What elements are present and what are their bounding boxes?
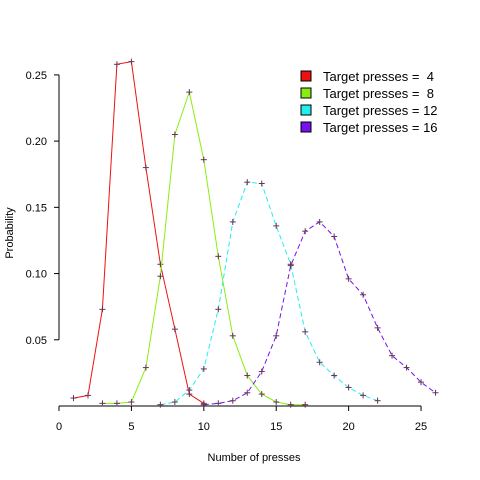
data-point	[128, 399, 135, 406]
data-point	[128, 58, 135, 65]
data-point	[389, 352, 396, 359]
data-point	[316, 218, 323, 225]
data-point	[157, 273, 164, 280]
data-point	[360, 291, 367, 298]
series-line	[73, 61, 205, 404]
data-point	[171, 326, 178, 333]
y-tick-label: 0.10	[26, 269, 47, 281]
data-point	[287, 401, 294, 408]
data-point	[229, 332, 236, 339]
data-point	[142, 364, 149, 371]
y-axis-title: Probability	[4, 207, 16, 259]
data-point	[331, 372, 338, 379]
data-point	[186, 387, 193, 394]
data-point	[273, 332, 280, 339]
data-point	[316, 359, 323, 366]
data-point	[374, 324, 381, 331]
data-point	[229, 218, 236, 225]
data-point	[360, 392, 367, 399]
y-tick-label: 0.15	[26, 202, 47, 214]
data-point	[273, 399, 280, 406]
data-point	[345, 384, 352, 391]
series-3	[157, 179, 381, 408]
series-line	[102, 90, 306, 406]
data-point	[215, 306, 222, 313]
data-point	[244, 372, 251, 379]
x-tick-label: 5	[128, 421, 134, 433]
data-point	[142, 164, 149, 171]
y-tick-label: 0.05	[26, 335, 47, 347]
data-point	[200, 401, 207, 408]
y-tick-label: 0.25	[26, 70, 47, 82]
series-line	[160, 181, 378, 406]
legend-label: Target presses = 8	[323, 86, 434, 101]
data-point	[258, 180, 265, 187]
data-point	[157, 261, 164, 268]
data-point	[331, 233, 338, 240]
legend-swatch	[300, 87, 312, 99]
data-point	[113, 400, 120, 407]
series-1	[70, 58, 207, 407]
x-tick-label: 0	[56, 421, 62, 433]
data-point	[258, 391, 265, 398]
x-tick-label: 10	[198, 421, 210, 433]
data-point	[186, 89, 193, 96]
data-point	[200, 365, 207, 372]
x-tick-label: 25	[415, 421, 427, 433]
series-4	[200, 218, 439, 408]
data-point	[215, 253, 222, 260]
legend-swatch	[300, 70, 312, 82]
data-point	[99, 306, 106, 313]
data-point	[418, 379, 425, 386]
series-2	[99, 89, 309, 408]
data-point	[273, 222, 280, 229]
legend-swatch	[300, 121, 312, 133]
axes: 0 5 10 15 20 25 0.05 0.10 0.15 0.20 0.25	[26, 70, 428, 433]
data-point	[229, 397, 236, 404]
data-point	[244, 389, 251, 396]
legend: Target presses = 4 Target presses = 8 Targ…	[300, 69, 438, 135]
y-tick-label: 0.20	[26, 136, 47, 148]
data-point	[200, 156, 207, 163]
legend-label: Target presses = 4	[323, 69, 434, 84]
data-point	[345, 275, 352, 282]
data-point	[171, 131, 178, 138]
data-point	[70, 395, 77, 402]
data-point	[157, 401, 164, 408]
data-point	[287, 262, 294, 269]
data-point	[302, 228, 309, 235]
data-point	[374, 397, 381, 404]
legend-item: Target presses = 4	[300, 69, 434, 84]
legend-label: Target presses = 12	[323, 103, 438, 118]
x-axis-title: Number of presses	[208, 452, 301, 464]
x-tick-label: 20	[343, 421, 355, 433]
legend-swatch	[300, 104, 312, 116]
data-point	[99, 400, 106, 407]
series-line	[203, 221, 436, 406]
legend-label: Target presses = 16	[323, 120, 438, 135]
legend-item: Target presses = 16	[300, 120, 438, 135]
data-point	[171, 399, 178, 406]
legend-item: Target presses = 12	[300, 103, 438, 118]
data-point	[403, 364, 410, 371]
data-point	[215, 400, 222, 407]
data-point	[302, 401, 309, 408]
x-tick-label: 15	[270, 421, 282, 433]
data-point	[258, 368, 265, 375]
legend-item: Target presses = 8	[300, 86, 434, 101]
data-point	[432, 389, 439, 396]
data-point	[113, 61, 120, 68]
data-point	[244, 179, 251, 186]
data-point	[302, 328, 309, 335]
plot-area	[70, 58, 439, 408]
data-point	[84, 392, 91, 399]
